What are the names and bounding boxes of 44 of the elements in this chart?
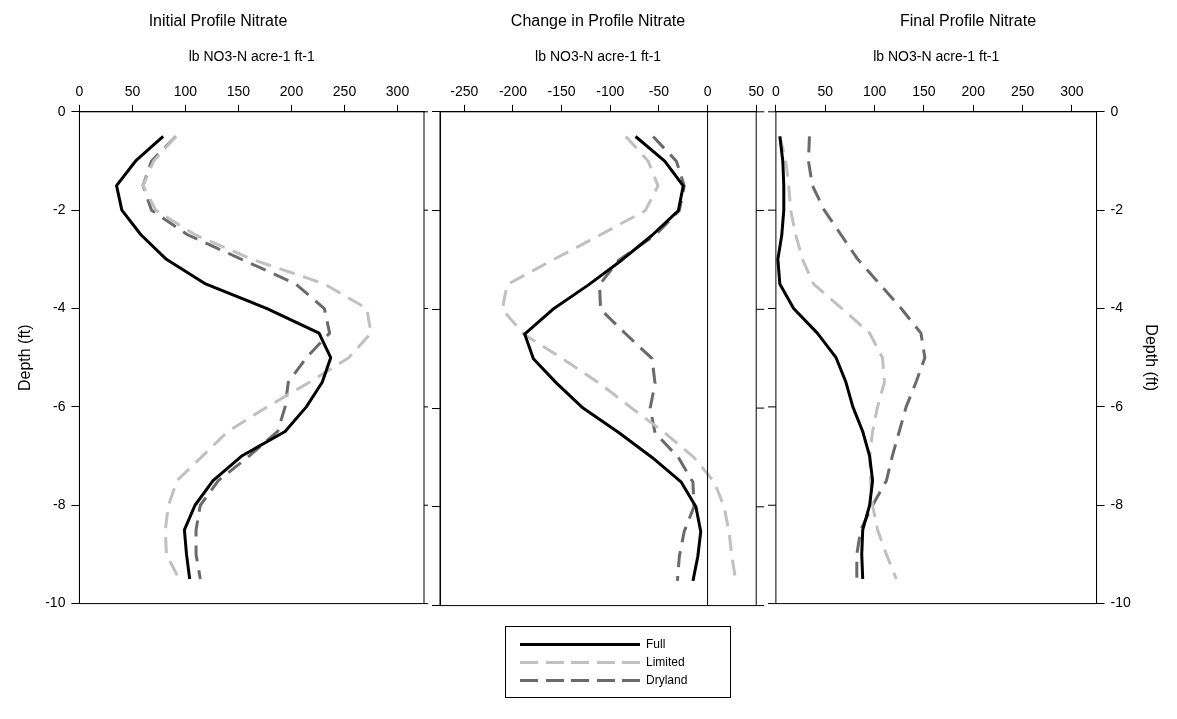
x-tick-label: -100 (596, 83, 625, 100)
chart-title: Final Profile Nitrate (899, 12, 1037, 30)
x-tick-label: 0 (75, 83, 84, 100)
x-tick-label: 200 (279, 83, 304, 100)
chart-title: Change in Profile Nitrate (510, 12, 686, 30)
y2-axis-title: Depth (ft) (1142, 324, 1160, 392)
y2-tick-label: -10 (1110, 594, 1132, 611)
chart-title: Initial Profile Nitrate (148, 12, 288, 30)
x-tick-label: -150 (547, 83, 576, 100)
x-tick-label: 100 (862, 83, 887, 100)
x-tick-label: 250 (1010, 83, 1035, 100)
y-tick-label: -4 (52, 299, 66, 316)
y-axis-title: Depth (ft) (16, 324, 34, 392)
x-tick-label: 50 (748, 83, 765, 100)
y-tick-label: -10 (45, 594, 66, 611)
x-axis-title: lb NO3-N acre-1 ft-1 (188, 48, 315, 65)
x-axis-title: lb NO3-N acre-1 ft-1 (873, 48, 1000, 65)
x-tick-label: -50 (648, 83, 670, 100)
x-tick-label: 50 (124, 83, 141, 100)
y2-tick-label: -2 (1110, 201, 1124, 218)
x-tick-label: 300 (385, 83, 410, 100)
x-tick-label: 100 (173, 83, 198, 100)
x-tick-label: 150 (226, 83, 251, 100)
x-tick-label: -200 (498, 83, 528, 100)
y2-tick-label: 0 (1110, 102, 1119, 119)
x-tick-label: 0 (703, 83, 712, 100)
y-tick-label: 0 (57, 102, 66, 119)
y-tick-label: -8 (52, 496, 66, 513)
legend-label: Dryland (646, 673, 689, 687)
x-tick-label: 200 (961, 83, 986, 100)
x-tick-label: 50 (817, 83, 834, 100)
y-tick-label: -6 (52, 397, 66, 414)
x-tick-label: 300 (1060, 83, 1084, 100)
x-tick-label: 0 (771, 83, 780, 100)
x-tick-label: -250 (450, 83, 479, 100)
legend-label: Limited (646, 655, 686, 669)
legend-label: Full (646, 637, 667, 651)
y2-tick-label: -6 (1110, 397, 1124, 414)
x-tick-label: 250 (332, 83, 357, 100)
x-axis-title: lb NO3-N acre-1 ft-1 (535, 48, 662, 65)
y2-tick-label: -4 (1110, 299, 1124, 316)
x-tick-label: 150 (912, 83, 936, 100)
y2-tick-label: -8 (1110, 496, 1124, 513)
y-tick-label: -2 (52, 201, 66, 218)
